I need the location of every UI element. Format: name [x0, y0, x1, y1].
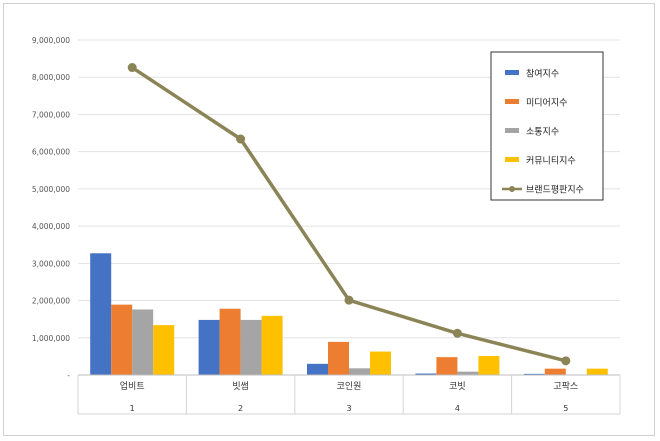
legend-label: 소통지수 [526, 127, 559, 138]
y-tick-label: 3,000,000 [32, 259, 70, 268]
line-point [452, 328, 462, 338]
category-index-label: 5 [563, 404, 568, 413]
y-tick-label: 7,000,000 [32, 110, 70, 119]
line-point [561, 356, 571, 366]
legend-label: 커뮤니티지수 [526, 156, 576, 167]
category-index-label: 1 [130, 404, 135, 413]
legend-label: 브랜드평판지수 [526, 185, 584, 196]
bar [153, 325, 175, 375]
legend-label: 참여지수 [526, 68, 559, 80]
y-tick-label: 5,000,000 [32, 185, 70, 194]
y-tick-label: 9,000,000 [32, 36, 70, 45]
y-axis: - 1,000,000 2,000,000 3,000,000 4,000,000 5,0… [32, 36, 70, 380]
bar [523, 373, 545, 375]
bar [111, 304, 133, 375]
bar [478, 356, 500, 375]
category-index-label: 4 [455, 404, 460, 413]
legend-swatch [505, 99, 519, 104]
legend-marker [509, 186, 515, 192]
category-index-label: 2 [238, 404, 243, 413]
bar [132, 309, 154, 375]
x-axis: 업비트 1 빗썸 2 코인원 3 코빗 4 고팍스 5 [77, 374, 621, 415]
bar [219, 308, 241, 375]
line-point [127, 63, 137, 73]
bar [457, 371, 479, 375]
y-tick-label: 1,000,000 [32, 334, 70, 343]
legend-swatch [505, 70, 519, 75]
bar [415, 373, 437, 375]
brand-index-line [127, 63, 571, 366]
category-label: 고팍스 [553, 381, 578, 392]
y-tick-label: 2,000,000 [32, 297, 70, 306]
line-point [236, 134, 246, 144]
category-index-label: 3 [346, 404, 351, 413]
y-tick-label: 6,000,000 [32, 148, 70, 157]
bar [544, 368, 566, 375]
legend-swatch [505, 157, 519, 162]
category-label: 코빗 [449, 381, 466, 392]
legend-box [490, 51, 604, 201]
bar [240, 319, 262, 375]
bar [198, 319, 220, 375]
bar [261, 315, 283, 375]
bar [436, 357, 458, 375]
bar [328, 341, 349, 375]
bar [349, 368, 370, 375]
y-tick-label: 8,000,000 [32, 73, 70, 82]
bar [307, 363, 328, 375]
line-point [344, 295, 354, 305]
legend-label: 미디어지수 [526, 98, 567, 109]
bar [370, 351, 391, 375]
category-label: 코인원 [337, 381, 362, 392]
bar [586, 368, 608, 375]
category-label: 업비트 [120, 381, 145, 392]
legend-swatch [505, 128, 519, 133]
bar [90, 253, 112, 375]
bars [90, 253, 608, 375]
y-tick-label: 4,000,000 [32, 222, 70, 231]
category-label: 빗썸 [232, 381, 249, 392]
y-tick-label: - [67, 371, 70, 380]
